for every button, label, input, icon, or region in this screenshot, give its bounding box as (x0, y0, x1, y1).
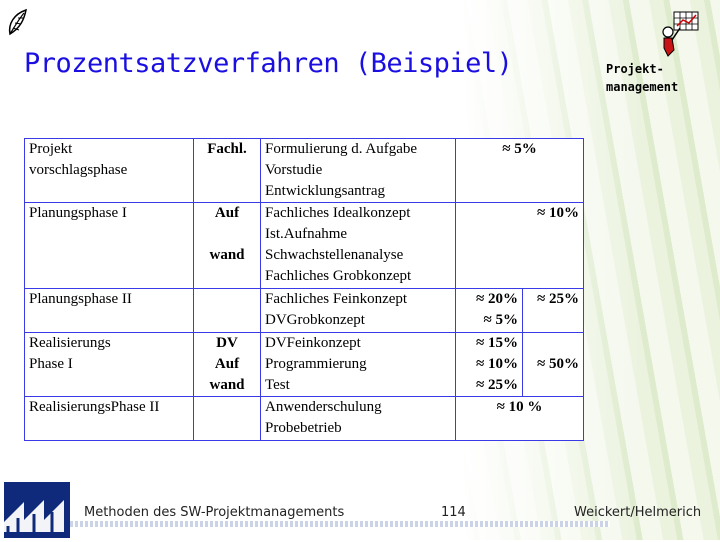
activities-cell: Fachliches Idealkonzept Ist.Aufnahme Sch… (260, 202, 456, 289)
percentage-value: ≈ 10% (476, 356, 518, 372)
activity-item: Fachliches Idealkonzept (265, 205, 411, 221)
phase-cell: RealisierungsPhase II (24, 396, 194, 441)
percentage-cell: ≈ 15% ≈ 10% ≈ 25% (455, 332, 523, 397)
effort-cell (193, 288, 261, 333)
group-percentage-cell: ≈ 25% (522, 288, 584, 333)
activity-item: Fachliches Feinkonzept (265, 291, 408, 307)
effort-label: DV (216, 335, 238, 351)
activity-item: Vorstudie (265, 162, 323, 178)
activity-item: Test (265, 377, 290, 393)
group-percentage-cell: ≈ 50% (522, 332, 584, 397)
phase-cell: Projekt vorschlagsphase (24, 138, 194, 203)
effort-label: wand (209, 377, 245, 393)
phase-label: Phase I (29, 356, 73, 372)
percentage-cell: ≈ 10% (455, 202, 584, 289)
activities-cell: Formulierung d. Aufgabe Vorstudie Entwic… (260, 138, 456, 203)
effort-cell (193, 396, 261, 441)
footer-authors: Weickert/Helmerich (574, 505, 702, 520)
percentage-value: ≈ 15% (476, 335, 518, 351)
phase-cell: Planungsphase II (24, 288, 194, 333)
phase-label: Projekt (29, 141, 73, 157)
phase-label: Realisierungs (29, 335, 111, 351)
activity-item: DVFeinkonzept (265, 335, 361, 351)
project-manager-icon (662, 11, 699, 57)
activity-item: Anwenderschulung (265, 399, 382, 415)
badge-line-2: management (606, 80, 679, 94)
percentage-value: ≈ 5% (483, 312, 518, 328)
effort-label: wand (209, 247, 245, 263)
activity-item: Formulierung d. Aufgabe (265, 141, 418, 157)
badge-line-1: Projekt- (606, 62, 664, 76)
activity-item: Ist.Aufnahme (265, 226, 348, 242)
activity-item: Fachliches Grobkonzept (265, 268, 412, 284)
percentage-value: ≈ 20% (476, 291, 518, 307)
phase-cell: Planungsphase I (24, 202, 194, 289)
activity-item: Entwicklungsantrag (265, 183, 385, 199)
effort-cell: DV Auf wand (193, 332, 261, 397)
activity-item: Probebetrieb (265, 420, 342, 436)
activities-cell: Anwenderschulung Probebetrieb (260, 396, 456, 441)
activity-item: DVGrobkonzept (265, 312, 365, 328)
effort-label: Auf (214, 205, 240, 221)
effort-cell: Auf wand (193, 202, 261, 289)
effort-label: Auf (214, 356, 240, 372)
activities-cell: Fachliches Feinkonzept DVGrobkonzept (260, 288, 456, 333)
phase-cell: Realisierungs Phase I (24, 332, 194, 397)
effort-cell: Fachl. (193, 138, 261, 203)
page-title: Prozentsatzverfahren (Beispiel) (24, 48, 513, 79)
leaf-icon (8, 8, 27, 36)
activity-item: Programmierung (265, 356, 367, 372)
footer-course: Methoden des SW-Projektmanagements (84, 505, 345, 520)
percentage-cell: ≈ 10 % (455, 396, 584, 441)
percentage-cell: ≈ 5% (455, 138, 584, 203)
phase-label: vorschlagsphase (29, 162, 128, 178)
phase-percentage-table: Projekt vorschlagsphase Fachl. Formulier… (24, 138, 584, 441)
university-logo-mark (4, 500, 64, 532)
project-management-badge: Projekt- management (606, 60, 716, 96)
activities-cell: DVFeinkonzept Programmierung Test (260, 332, 456, 397)
percentage-value: ≈ 25% (476, 377, 518, 393)
percentage-cell: ≈ 20% ≈ 5% (455, 288, 523, 333)
footer-divider (70, 521, 610, 527)
university-logo (4, 482, 70, 538)
percentage-value: ≈ 50% (537, 356, 579, 372)
activity-item: Schwachstellenanalyse (265, 247, 404, 263)
footer-page-number: 114 (441, 505, 466, 520)
